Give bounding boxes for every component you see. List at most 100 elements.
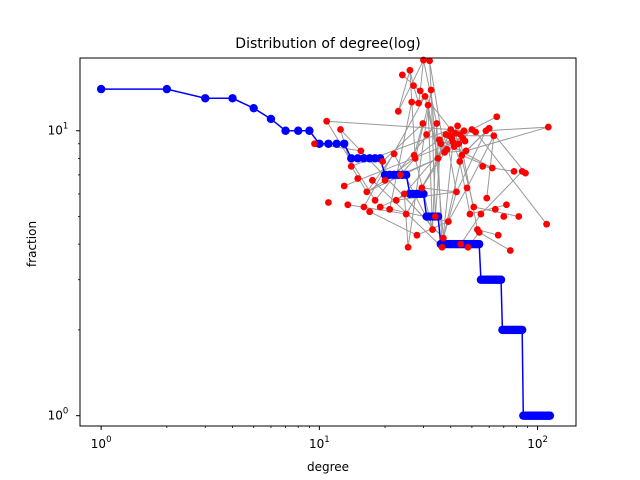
network-node-61 bbox=[464, 243, 472, 251]
degree-series bbox=[96, 84, 555, 420]
network-node-31 bbox=[418, 184, 426, 192]
network-edge-62 bbox=[471, 116, 497, 130]
network-node-81 bbox=[515, 213, 523, 220]
network-edge-100 bbox=[382, 123, 424, 162]
network-node-94 bbox=[379, 158, 387, 165]
network-edge-46 bbox=[447, 187, 468, 222]
network-node-9 bbox=[363, 188, 371, 196]
series-point bbox=[305, 126, 314, 135]
network-node-33 bbox=[421, 92, 429, 100]
network-node-69 bbox=[479, 162, 487, 170]
network-edge-86 bbox=[366, 179, 386, 193]
series-point bbox=[249, 103, 258, 113]
network-node-59 bbox=[462, 147, 470, 155]
network-node-77 bbox=[500, 213, 508, 220]
network-node-0 bbox=[323, 117, 331, 125]
network-node-55 bbox=[457, 240, 465, 248]
network-node-47 bbox=[444, 218, 452, 225]
network-edge-69 bbox=[485, 126, 549, 132]
y-tick-label-0: 100 bbox=[48, 407, 69, 423]
series-point bbox=[347, 154, 356, 163]
network-node-95 bbox=[311, 140, 318, 148]
x-tick-label-1: 101 bbox=[309, 435, 330, 451]
network-node-87 bbox=[446, 132, 453, 140]
network-node-90 bbox=[450, 143, 458, 150]
network-node-62 bbox=[466, 210, 474, 218]
network-node-12 bbox=[371, 196, 379, 204]
network-edge-22 bbox=[407, 89, 432, 248]
network-node-35 bbox=[424, 101, 432, 109]
network-node-16 bbox=[390, 150, 398, 158]
axis-ticks: 100 101 102 100 101 bbox=[48, 122, 548, 451]
network-edge-14 bbox=[389, 102, 413, 210]
network-edge-9 bbox=[369, 211, 418, 236]
network-node-3 bbox=[340, 182, 348, 190]
network-node-89 bbox=[461, 137, 469, 145]
network-node-92 bbox=[410, 151, 418, 159]
network-edge-81 bbox=[429, 60, 432, 91]
network-edge-73 bbox=[397, 70, 411, 112]
network-node-36 bbox=[426, 57, 433, 65]
network-node-7 bbox=[357, 147, 365, 155]
network-node-48 bbox=[447, 126, 455, 133]
network-node-67 bbox=[475, 228, 483, 236]
y-tick-label-1: 101 bbox=[48, 122, 69, 138]
network-node-52 bbox=[453, 188, 460, 196]
network-node-71 bbox=[485, 124, 493, 132]
series-point bbox=[401, 170, 411, 180]
network-node-1 bbox=[324, 199, 332, 206]
network-node-24 bbox=[406, 66, 414, 74]
network-edge-95 bbox=[465, 126, 549, 152]
network-edge-99 bbox=[413, 123, 424, 156]
x-tick-label-2: 102 bbox=[527, 435, 548, 451]
network-node-25 bbox=[408, 98, 416, 106]
network-edge-55 bbox=[461, 154, 493, 169]
network-edge-36 bbox=[430, 89, 436, 217]
network-edge-37 bbox=[432, 123, 438, 230]
series-point bbox=[324, 139, 333, 148]
network-node-86 bbox=[436, 136, 443, 144]
series-point bbox=[340, 139, 349, 148]
network-edge-54 bbox=[460, 213, 482, 245]
network-node-8 bbox=[360, 203, 368, 211]
network-edge-68 bbox=[482, 165, 515, 172]
network-node-30 bbox=[416, 87, 424, 95]
series-point bbox=[96, 84, 106, 94]
network-nodes bbox=[311, 56, 552, 254]
network-node-26 bbox=[410, 82, 417, 90]
network-node-65 bbox=[472, 128, 480, 136]
series-point bbox=[545, 411, 555, 420]
series-point bbox=[201, 94, 210, 103]
y-axis-label: fraction bbox=[25, 221, 39, 267]
network-node-11 bbox=[368, 176, 376, 184]
network-node-72 bbox=[488, 164, 496, 172]
network-edge-64 bbox=[475, 131, 548, 225]
network-node-76 bbox=[494, 231, 502, 239]
network-node-74 bbox=[491, 205, 499, 213]
network-edge-66 bbox=[478, 231, 511, 251]
network-node-91 bbox=[443, 146, 451, 153]
network-node-18 bbox=[394, 107, 402, 115]
series-point bbox=[281, 126, 290, 135]
network-node-93 bbox=[419, 120, 427, 127]
network-edge-51 bbox=[456, 130, 487, 193]
series-point bbox=[162, 84, 172, 94]
series-point bbox=[294, 126, 303, 135]
network-edge-29 bbox=[419, 60, 424, 91]
network-node-15 bbox=[386, 205, 394, 213]
series-point bbox=[353, 154, 362, 163]
network-node-20 bbox=[398, 71, 406, 79]
network-node-40 bbox=[433, 120, 441, 127]
network-node-34 bbox=[423, 131, 430, 138]
network-edge-19 bbox=[401, 74, 421, 92]
network-node-96 bbox=[483, 194, 491, 202]
series-point bbox=[474, 239, 484, 249]
x-tick-label-0: 100 bbox=[91, 435, 112, 451]
network-edge-4 bbox=[347, 204, 407, 215]
network-node-22 bbox=[402, 210, 410, 218]
network-edge-90 bbox=[427, 105, 439, 159]
network-node-79 bbox=[506, 247, 514, 254]
network-edge-42 bbox=[441, 142, 454, 248]
network-node-4 bbox=[344, 201, 352, 209]
